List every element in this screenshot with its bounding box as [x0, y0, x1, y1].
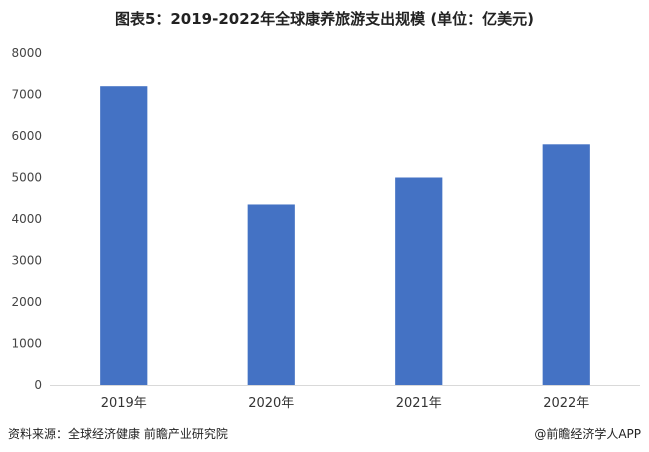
- chart-title: 图表5：2019-2022年全球康养旅游支出规模 (单位：亿美元): [114, 10, 535, 28]
- source-note: 资料来源：全球经济健康 前瞻产业研究院: [8, 427, 228, 441]
- y-tick-label: 5000: [11, 171, 42, 185]
- bar-1: [247, 204, 295, 385]
- y-tick-label: 0: [34, 378, 42, 392]
- y-tick-label: 3000: [11, 254, 42, 268]
- x-axis-labels: 2019年 2020年 2021年 2022年: [101, 396, 590, 411]
- bar-3: [542, 144, 590, 385]
- x-tick-label: 2019年: [101, 396, 147, 411]
- y-tick-label: 4000: [11, 212, 42, 226]
- y-tick-label: 6000: [11, 129, 42, 143]
- bars: [100, 86, 590, 385]
- x-tick-label: 2020年: [248, 396, 294, 411]
- y-tick-label: 1000: [11, 337, 42, 351]
- x-tick-label: 2022年: [543, 396, 589, 411]
- bar-0: [100, 86, 148, 385]
- y-tick-label: 7000: [11, 88, 42, 102]
- y-axis-ticks: 0 1000 2000 3000 4000 5000 6000 7000 8000: [11, 46, 42, 392]
- x-tick-label: 2021年: [396, 396, 442, 411]
- y-tick-label: 8000: [11, 46, 42, 60]
- y-tick-label: 2000: [11, 295, 42, 309]
- bar-2: [395, 177, 443, 385]
- brand-credit: @前瞻经济学人APP: [534, 427, 641, 441]
